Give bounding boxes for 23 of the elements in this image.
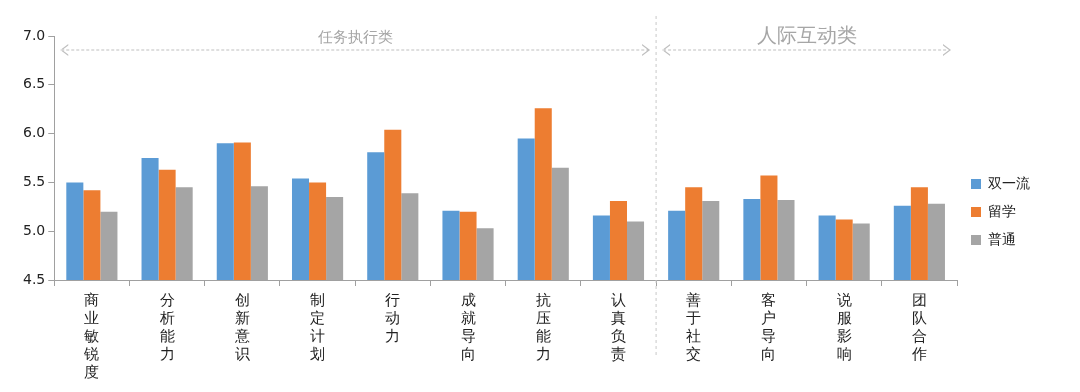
x-tick-label: 成就导向	[460, 290, 476, 363]
x-tick-label: 认真负责	[610, 290, 626, 363]
annotation: 人际互动类	[756, 23, 857, 47]
x-tick-label: 商业敏锐度	[83, 290, 100, 381]
y-tick-label: 5.0	[23, 221, 46, 238]
x-tick-label: 制定计划	[310, 290, 326, 363]
x-tick-label: 说服影响	[836, 290, 852, 363]
y-tick-label: 7.0	[23, 26, 46, 43]
x-tick-label: 创新意识	[233, 290, 250, 363]
x-tick-label: 团队合作	[910, 290, 927, 363]
x-tick-label: 善于社交	[686, 290, 702, 363]
y-tick-label: 5.5	[23, 173, 46, 190]
x-tick-label: 客户导向	[761, 290, 777, 363]
annotation: 任务执行类	[316, 28, 393, 46]
y-tick-label: 4.5	[23, 270, 46, 287]
legend-label: 普通	[988, 230, 1016, 247]
y-tick-label: 6.5	[23, 75, 46, 92]
legend-label: 双一流	[988, 174, 1030, 191]
legend-label: 留学	[988, 202, 1016, 219]
y-tick-label: 6.0	[23, 124, 46, 141]
x-tick-label: 抗压能力	[535, 290, 551, 363]
x-tick-label: 行动力	[385, 290, 401, 345]
x-tick-label: 分析能力	[158, 290, 175, 363]
